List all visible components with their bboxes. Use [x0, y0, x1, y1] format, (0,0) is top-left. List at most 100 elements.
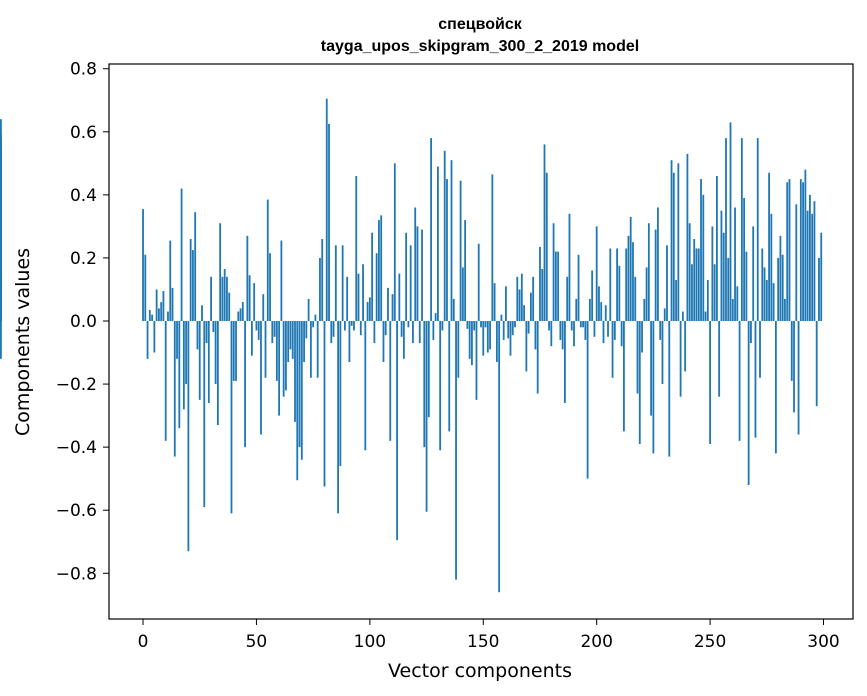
bar — [412, 321, 414, 344]
bar — [142, 209, 144, 322]
bar — [670, 160, 673, 321]
bar — [709, 321, 711, 444]
bar — [475, 321, 478, 400]
bar — [378, 220, 380, 321]
bar — [393, 163, 396, 321]
bar — [346, 276, 349, 322]
bar — [182, 321, 185, 410]
bar — [235, 321, 237, 381]
bar — [375, 253, 378, 321]
bar — [400, 321, 403, 337]
bar — [232, 321, 235, 381]
y-tick-label: 0.6 — [70, 123, 97, 143]
bar — [652, 321, 655, 454]
x-tick-label: 200 — [580, 632, 612, 652]
x-tick-label: 250 — [694, 632, 726, 652]
bar — [654, 229, 657, 321]
bar — [194, 212, 197, 321]
y-axis: −0.8 −0.6 −0.4 −0.2 0.0 0.2 0.4 0.6 0.8 — [56, 60, 109, 584]
bar — [729, 122, 732, 321]
bar — [146, 321, 149, 359]
bar — [0, 280, 2, 321]
bar — [446, 179, 448, 321]
bar — [173, 321, 176, 457]
bar — [788, 179, 791, 321]
bar — [251, 321, 253, 356]
bar — [770, 213, 773, 322]
bar — [786, 182, 789, 321]
bar — [745, 251, 748, 322]
bar — [391, 294, 394, 321]
bar — [396, 321, 398, 541]
bar — [627, 235, 630, 321]
bar — [255, 321, 258, 331]
bar — [750, 321, 752, 344]
bar — [809, 194, 811, 322]
bar — [359, 321, 362, 336]
bar — [414, 207, 417, 321]
bar — [625, 248, 628, 321]
bar — [584, 321, 587, 340]
bar — [502, 321, 505, 340]
bar — [686, 153, 689, 321]
x-tick-label: 300 — [807, 632, 839, 652]
bar — [795, 204, 798, 322]
bar — [253, 283, 256, 321]
bar — [763, 267, 766, 321]
bar — [618, 265, 621, 321]
bar — [706, 280, 709, 321]
bar — [178, 321, 181, 429]
bar — [811, 213, 814, 322]
bar — [216, 321, 219, 426]
bar — [759, 321, 761, 378]
bar — [520, 273, 523, 321]
bar — [493, 283, 496, 321]
bar — [407, 321, 410, 328]
bar — [743, 198, 746, 321]
bar — [557, 251, 560, 322]
bar — [752, 226, 755, 321]
bar — [223, 268, 226, 321]
bar — [818, 257, 820, 321]
bar — [459, 180, 462, 322]
bar — [452, 298, 455, 321]
bar — [815, 321, 818, 407]
bar — [754, 321, 757, 438]
bar — [559, 321, 562, 340]
bar — [813, 201, 816, 321]
bar — [784, 298, 786, 321]
bar — [514, 321, 516, 328]
bar — [609, 248, 612, 321]
y-tick-label: −0.2 — [56, 375, 97, 395]
bar — [552, 223, 555, 322]
bar — [321, 239, 324, 321]
bar — [441, 321, 444, 331]
bar — [371, 232, 374, 322]
bar — [588, 298, 591, 321]
bar — [697, 248, 700, 321]
bar — [339, 321, 342, 467]
bar — [477, 243, 480, 321]
bar — [532, 276, 535, 322]
bar — [702, 194, 705, 322]
bar — [423, 321, 426, 448]
x-tick-label: 150 — [467, 632, 499, 652]
bar — [348, 321, 351, 362]
bar — [638, 321, 641, 444]
bar — [153, 321, 156, 353]
bar — [344, 321, 346, 331]
bar — [214, 321, 217, 385]
bar — [257, 321, 260, 340]
bar — [550, 321, 553, 347]
bar — [205, 321, 208, 344]
bar — [607, 321, 609, 337]
bar — [793, 321, 795, 413]
bar — [516, 276, 519, 322]
bar — [738, 321, 741, 441]
y-tick-label: −0.6 — [56, 501, 97, 521]
bar — [455, 321, 457, 580]
bar — [657, 207, 659, 321]
bar — [221, 276, 224, 322]
